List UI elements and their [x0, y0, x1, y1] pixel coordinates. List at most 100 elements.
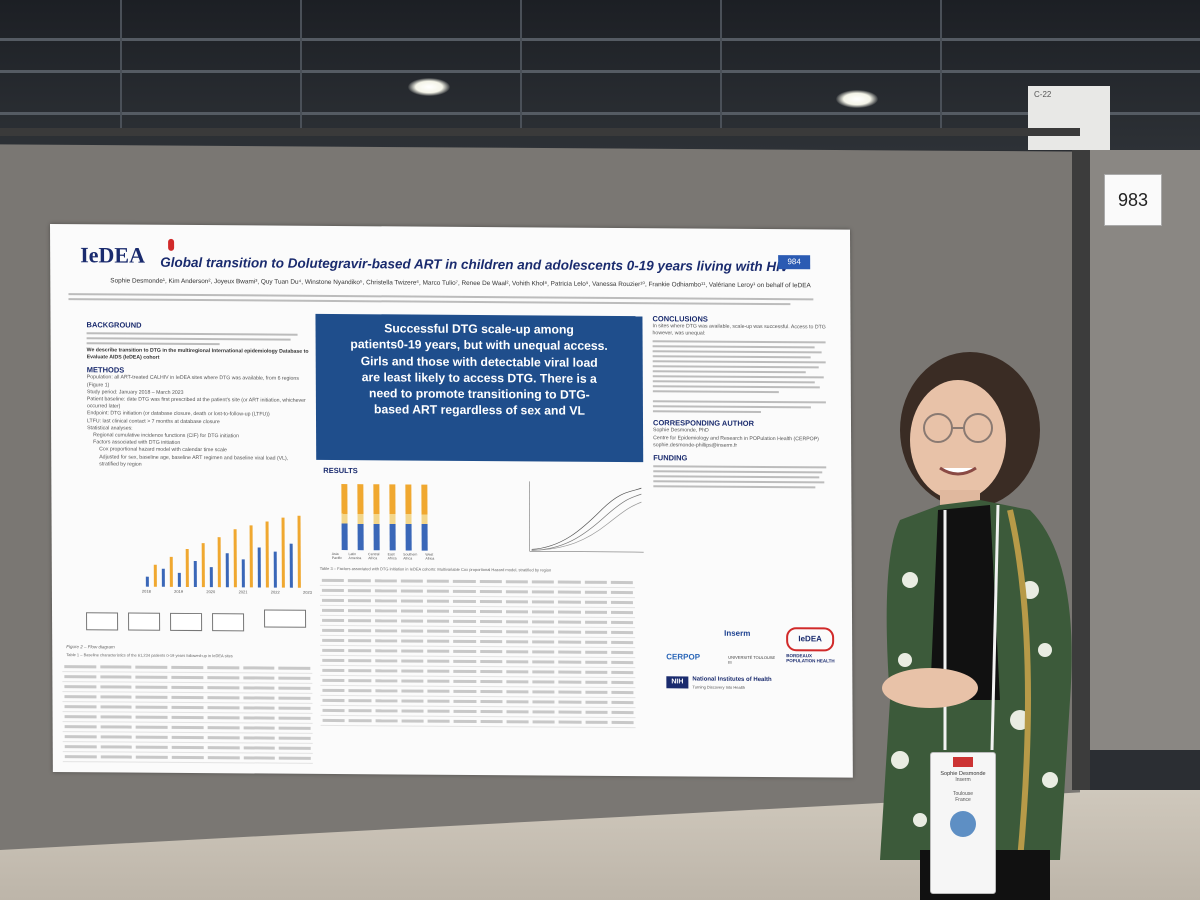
table-cell [278, 706, 311, 710]
table-cell [453, 609, 476, 613]
table-cell [401, 709, 424, 713]
table-cell [348, 649, 371, 653]
table-cell [322, 708, 345, 713]
table-cell [374, 609, 397, 613]
figure1-bar [249, 525, 253, 588]
table-cell [100, 745, 133, 749]
figure1-bar [209, 567, 213, 588]
table-cell [453, 629, 476, 633]
table-cell [401, 689, 424, 693]
table-cell [453, 679, 476, 683]
figure1-x-axis: 2018 2019 2020 2021 2022 2023 [142, 589, 312, 600]
table-cell [426, 579, 450, 583]
table-cell [171, 755, 204, 760]
table-cell [243, 746, 276, 750]
table-cell [135, 705, 168, 709]
table-cell [426, 599, 450, 603]
table-cell [427, 619, 450, 623]
table-cell [136, 735, 168, 739]
stacked-bar [341, 484, 348, 551]
text-line [652, 400, 826, 404]
table-cell [479, 690, 503, 694]
table-cell [243, 736, 276, 740]
text-line [652, 405, 812, 409]
table-cell [171, 665, 204, 670]
table-cell [64, 695, 97, 699]
table-cell [506, 720, 529, 724]
table-cell [348, 589, 371, 593]
table-cell [479, 640, 502, 644]
name-badge: Sophie Desmonde Inserm Toulouse France [930, 752, 996, 894]
table-cell [100, 715, 133, 719]
table-cell [480, 720, 503, 724]
table-cell [64, 715, 97, 719]
table-cell [207, 696, 240, 700]
table-cell [505, 620, 529, 624]
table-cell [584, 580, 607, 584]
table-cell [171, 695, 204, 700]
table-cell [558, 660, 581, 664]
table-cell [400, 579, 423, 583]
table-cell [322, 688, 345, 693]
table-cell [427, 689, 450, 693]
table-cell [374, 689, 398, 693]
table-cell [100, 665, 132, 669]
table-cell [479, 620, 502, 624]
text-line [86, 337, 291, 341]
table-cell [453, 709, 477, 713]
table-cell [479, 590, 502, 594]
panel-post [1072, 150, 1090, 790]
table-cell [400, 609, 424, 613]
x-tick-label: 2018 [141, 588, 151, 594]
table-cell [479, 610, 502, 614]
figure1-bar [241, 559, 245, 588]
table-cell [242, 666, 275, 670]
stacked-regimen-chart [335, 480, 435, 551]
table-cell [375, 719, 398, 723]
table-cell [479, 630, 502, 634]
poster-id: 984 [778, 255, 811, 270]
ceiling-strut [520, 0, 522, 130]
figure1-bar [185, 548, 189, 587]
x-tick-label: 2022 [270, 589, 280, 595]
table-cell [584, 600, 607, 604]
table-cell [207, 716, 240, 720]
figure1-bar [177, 572, 181, 587]
table-cell [348, 609, 371, 613]
ceiling-strut [300, 0, 302, 130]
region-label: Central Africa [368, 552, 380, 561]
ceiling-light [408, 78, 450, 96]
table-cell [427, 629, 450, 633]
table-cell [243, 726, 275, 730]
region-axis: Asia Pacific Latin America Central Afric… [332, 552, 442, 561]
nih-tagline: Turning Discovery Into Health [692, 684, 745, 690]
table-cell [374, 649, 397, 653]
table-cell [100, 695, 132, 699]
table-cell [322, 638, 345, 643]
table-cell [584, 650, 607, 654]
figure1-bar [265, 521, 269, 588]
table-cell [506, 660, 529, 664]
figure1-bar [153, 564, 157, 587]
stacked-bar [405, 484, 412, 551]
x-tick-label: 2021 [238, 589, 248, 595]
corresponding-email: sophie.desmonde-phillips@inserm.fr [653, 442, 738, 449]
iedea-logo: IeDEA [80, 242, 146, 268]
table-cell [479, 600, 502, 604]
table-cell [531, 590, 555, 594]
poster-affiliations [68, 290, 828, 311]
table-cell [584, 640, 607, 644]
poster-title: Global transition to Dolutegravir-based … [160, 254, 789, 275]
background-objective: We describe transition to DTG in the mul… [86, 347, 309, 361]
bph-logo: BORDEAUX POPULATION HEALTH [786, 653, 835, 664]
figure1-bar [257, 547, 261, 588]
table-cell [100, 755, 133, 759]
text-line [652, 410, 761, 414]
table-cell [243, 706, 275, 710]
figure1-bar [225, 553, 229, 588]
figure1-bar [281, 517, 285, 588]
table-cell [207, 726, 240, 730]
table-cell [207, 686, 240, 690]
table-cell [348, 659, 371, 663]
badge-city: Toulouse [952, 791, 973, 797]
